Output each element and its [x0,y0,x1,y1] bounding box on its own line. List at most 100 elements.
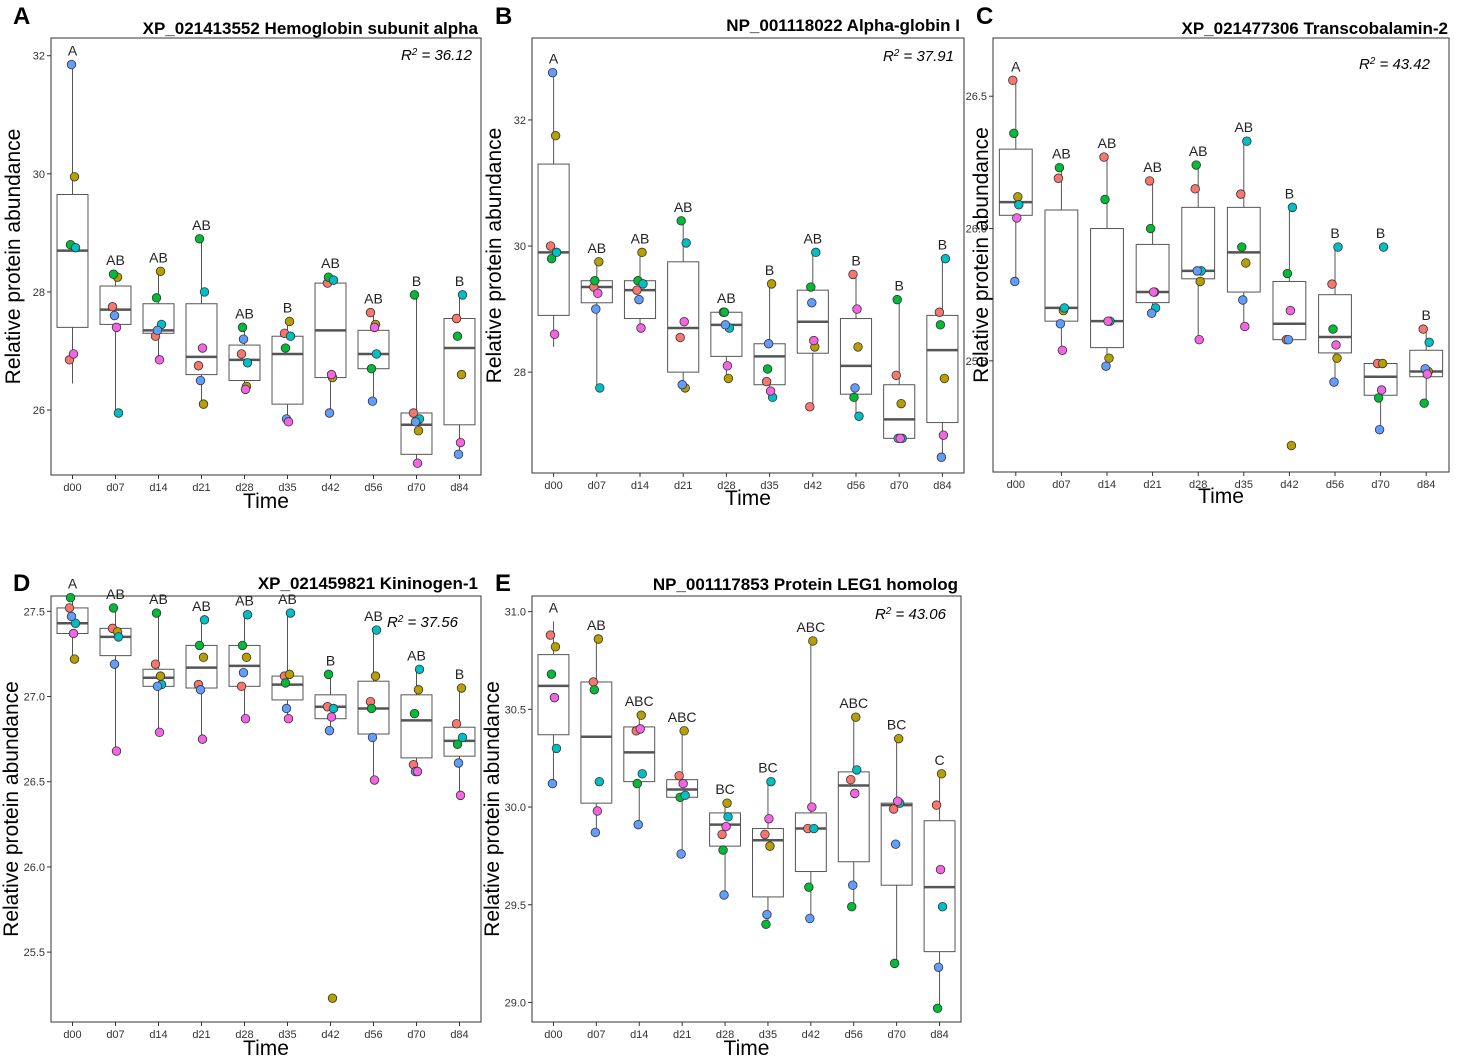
data-point [1238,295,1248,305]
data-point [457,290,468,300]
data-point [237,640,248,651]
x-tick-label: d56 [364,1029,382,1041]
data-point [637,769,647,779]
data-point [848,880,858,890]
data-point [1374,424,1385,435]
y-axis-title: Relative protein abundance [0,681,23,937]
data-point [1008,75,1018,86]
data-point [155,266,166,276]
data-point [590,276,600,286]
data-point [761,376,772,387]
data-point [1373,393,1384,403]
data-point [852,304,862,314]
y-axis-title: Relative protein abundance [483,128,506,384]
data-point [678,778,688,789]
significance-letter: AB [803,230,822,246]
significance-letter: AB [674,199,693,215]
data-point [155,671,166,681]
data-point [1328,324,1338,334]
data-point [151,608,162,618]
significance-letter: B [455,666,464,682]
data-point [852,765,862,775]
data-point [111,746,122,756]
data-point [1190,184,1200,194]
data-point [681,238,691,248]
data-point [410,417,421,427]
data-point [551,247,562,258]
data-point [717,829,727,840]
data-point [109,310,120,321]
data-point [765,386,776,396]
data-point [847,902,857,912]
x-tick-label: d28 [1189,479,1207,491]
data-point [283,713,294,724]
y-tick-label: 29.0 [505,997,526,1009]
data-point [723,812,733,822]
data-point [367,396,378,406]
data-point [236,349,247,359]
significance-letter: AB [717,290,736,306]
data-point [764,814,774,824]
data-point [636,710,646,720]
data-point [111,322,122,333]
data-point [892,294,902,305]
data-point [676,216,686,226]
data-point [854,411,864,421]
significance-letter: ABC [625,693,654,709]
x-axis-title: Time [724,1037,770,1060]
plot-frame [50,37,482,476]
data-point [846,774,856,785]
x-tick-label: d28 [235,1029,253,1041]
significance-letter: AB [364,608,383,624]
significance-letter: AB [1052,146,1071,162]
significance-letter: B [765,262,774,278]
box [357,329,390,370]
data-point [1376,385,1387,395]
box [883,384,916,439]
data-point [154,727,165,738]
data-point [938,430,949,440]
data-point [1331,340,1341,350]
significance-letter: A [68,43,78,59]
data-point [1424,337,1434,348]
data-point [546,669,557,679]
data-point [893,733,904,744]
y-tick-label: 26.0 [966,224,987,236]
data-point [547,67,558,78]
data-point [371,625,382,635]
r-squared-sup: 2 [397,614,404,625]
r-squared-value: = 37.56 [403,614,458,631]
significance-letter: AB [235,305,254,321]
data-point [285,331,296,341]
x-tick-label: d00 [544,1029,562,1041]
x-tick-label: d21 [192,482,210,494]
data-point [457,732,468,743]
data-point [593,634,604,644]
data-point [892,796,903,806]
x-tick-label: d14 [149,482,167,494]
x-tick-label: d21 [673,1029,691,1041]
data-point [412,458,423,468]
data-point [1104,353,1114,363]
data-point [719,307,730,317]
significance-letter: C [934,752,944,768]
x-tick-label: d28 [716,1029,734,1041]
significance-letter: AB [631,230,650,246]
data-point [807,298,817,308]
box [1318,294,1352,354]
x-tick-label: d42 [321,1029,339,1041]
data-point [545,630,556,640]
data-point [766,776,776,787]
panel-d: D XP_021459821 Kininogen-1 R2 = 37.56 25.5 2… [0,570,482,1060]
data-point [1282,268,1293,279]
data-point [323,669,334,680]
data-point [1145,223,1156,234]
data-point [280,678,291,688]
data-point [369,322,380,333]
data-point [284,316,295,327]
data-point [592,806,603,816]
data-point [456,369,467,380]
significance-letter: B [1330,225,1339,241]
data-point [236,681,247,692]
data-point [808,636,818,646]
